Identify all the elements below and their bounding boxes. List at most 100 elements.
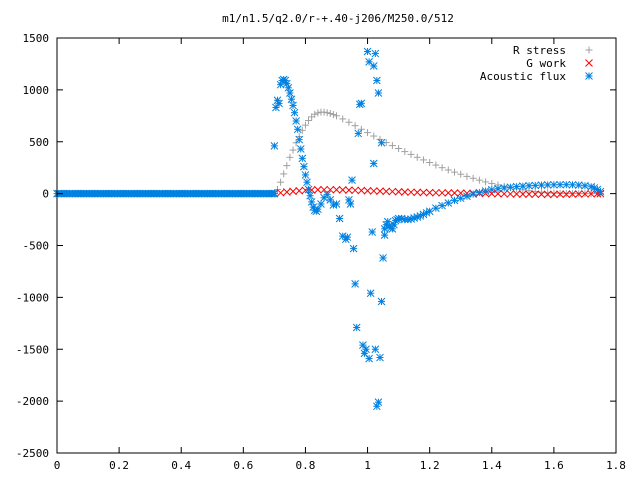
data-point bbox=[377, 138, 386, 147]
data-point bbox=[307, 198, 316, 206]
data-point bbox=[346, 200, 355, 208]
legend-label: Acoustic flux bbox=[480, 70, 566, 83]
data-point bbox=[359, 341, 367, 349]
data-point bbox=[432, 188, 440, 197]
data-point bbox=[373, 402, 381, 411]
data-point bbox=[426, 159, 434, 166]
data-point bbox=[531, 181, 540, 190]
axis-layer: 0 0.2 0.4 0.6 0.8 1 1.2 1.4 1.6 1.8 1500 1000 500 0 -5… bbox=[16, 32, 626, 472]
data-point bbox=[506, 183, 515, 192]
data-point bbox=[304, 185, 313, 194]
data-point bbox=[487, 185, 496, 194]
legend-marker bbox=[585, 59, 593, 67]
data-point bbox=[306, 191, 314, 200]
data-point bbox=[298, 126, 306, 134]
data-point bbox=[438, 164, 446, 172]
data-point bbox=[444, 199, 453, 207]
data-point bbox=[395, 144, 403, 152]
data-point bbox=[357, 99, 366, 108]
data-point bbox=[457, 170, 465, 178]
legend-marker bbox=[585, 72, 593, 80]
x-tick-label: 1 bbox=[364, 459, 371, 472]
data-point bbox=[307, 186, 316, 194]
data-point bbox=[277, 178, 285, 186]
data-point bbox=[373, 76, 381, 85]
x-tick-label: 0.6 bbox=[233, 459, 253, 472]
data-point bbox=[289, 187, 297, 196]
data-point bbox=[469, 174, 477, 182]
data-point bbox=[298, 154, 307, 163]
data-point bbox=[295, 186, 304, 195]
data-point bbox=[413, 188, 422, 197]
data-point bbox=[425, 207, 434, 216]
data-point bbox=[370, 132, 378, 140]
y-tick-label: 500 bbox=[29, 136, 49, 149]
data-point bbox=[450, 196, 459, 205]
data-point bbox=[282, 188, 291, 196]
data-point bbox=[293, 125, 302, 134]
data-point bbox=[354, 129, 363, 138]
data-point bbox=[500, 189, 509, 198]
data-point bbox=[351, 186, 359, 195]
data-point bbox=[562, 190, 570, 198]
data-point bbox=[581, 181, 589, 190]
data-point bbox=[419, 188, 428, 197]
data-point bbox=[494, 184, 502, 193]
y-tick-label: -1500 bbox=[16, 343, 49, 356]
data-point bbox=[562, 180, 571, 189]
data-point bbox=[537, 190, 546, 199]
data-point bbox=[300, 162, 308, 171]
data-point bbox=[518, 190, 527, 198]
data-point bbox=[463, 172, 471, 180]
data-point bbox=[289, 101, 297, 110]
data-point bbox=[401, 148, 409, 156]
data-point bbox=[284, 83, 293, 92]
x-tick-label: 1.8 bbox=[606, 459, 626, 472]
data-point bbox=[345, 118, 353, 126]
data-point bbox=[574, 190, 583, 198]
data-point bbox=[537, 181, 546, 189]
data-point bbox=[303, 178, 311, 187]
data-point bbox=[351, 280, 359, 288]
data-point bbox=[444, 166, 452, 174]
data-point bbox=[556, 189, 564, 197]
data-point bbox=[487, 189, 496, 198]
data-point bbox=[363, 186, 372, 195]
data-point bbox=[326, 110, 334, 118]
data-point bbox=[482, 178, 490, 186]
y-tick-label: -1000 bbox=[16, 291, 49, 304]
data-point bbox=[432, 161, 440, 169]
data-point bbox=[275, 99, 283, 108]
data-point bbox=[326, 185, 335, 194]
data-point bbox=[379, 254, 387, 262]
data-point bbox=[357, 125, 365, 133]
y-tick-label: -2000 bbox=[16, 395, 49, 408]
data-point bbox=[369, 187, 378, 195]
data-point bbox=[295, 135, 304, 144]
data-point bbox=[382, 187, 391, 196]
series-3 bbox=[53, 189, 279, 198]
data-point bbox=[280, 170, 288, 178]
data-point bbox=[488, 179, 496, 187]
data-point bbox=[357, 186, 366, 195]
data-point bbox=[329, 111, 337, 119]
data-point bbox=[469, 190, 477, 198]
data-point bbox=[518, 182, 527, 191]
data-point bbox=[352, 323, 361, 332]
x-tick-label: 0 bbox=[54, 459, 61, 472]
data-point bbox=[550, 180, 558, 189]
chart-title: m1/n1.5/q2.0/r-+.40-j206/M250.0/512 bbox=[222, 12, 454, 25]
data-point bbox=[562, 190, 571, 199]
data-point bbox=[332, 200, 341, 208]
data-point bbox=[374, 398, 383, 407]
data-point bbox=[525, 181, 533, 190]
x-tick-label: 0.4 bbox=[171, 459, 191, 472]
x-tick-label: 0.2 bbox=[109, 459, 129, 472]
data-point bbox=[556, 180, 564, 189]
data-point bbox=[332, 185, 341, 194]
data-point bbox=[286, 153, 294, 161]
legend-label: G work bbox=[526, 57, 566, 70]
data-point bbox=[270, 142, 279, 150]
